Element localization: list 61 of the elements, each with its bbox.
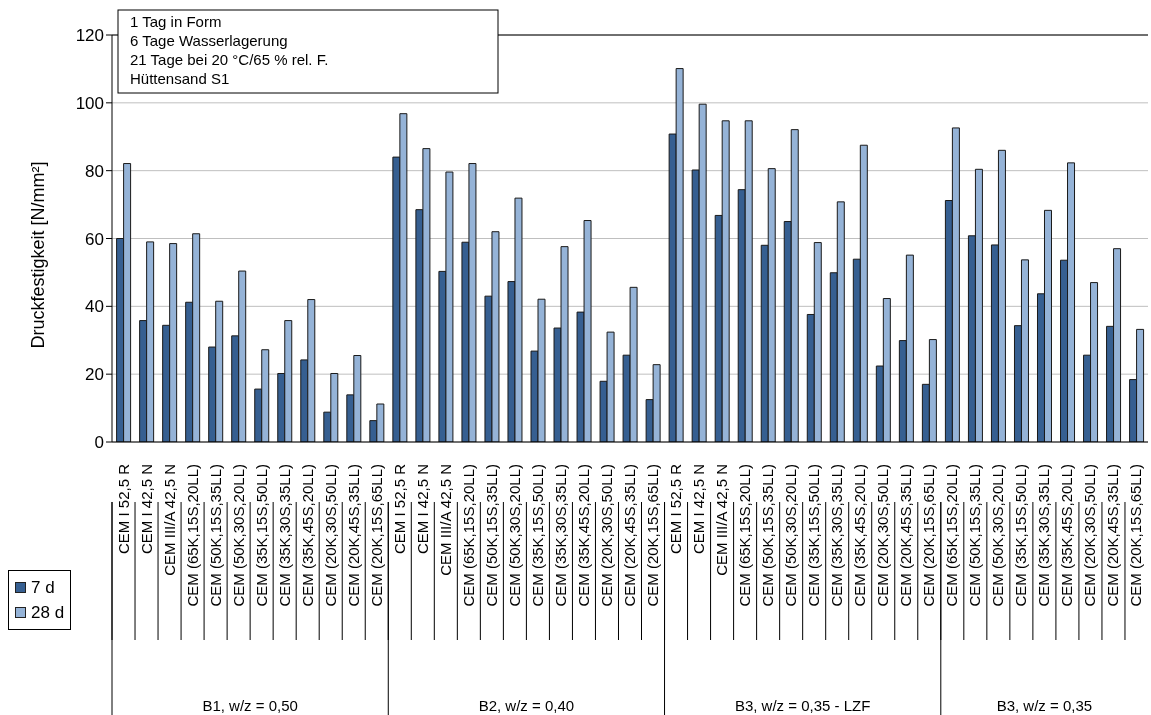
x-tick-label: CEM I 42,5 N — [137, 464, 155, 555]
x-tick-label: CEM I 52,5 R — [114, 463, 132, 555]
x-tick-label: CEM (35K,30S,35LL) — [828, 464, 846, 607]
y-tick-label: 40 — [85, 297, 104, 317]
x-tick-label: CEM I 42,5 N — [413, 464, 431, 555]
y-axis-title: Druckfestigkeit [N/mm²] — [28, 161, 49, 349]
x-tick-label: CEM I 52,5 R — [667, 463, 685, 555]
y-tick-label: 100 — [75, 93, 104, 113]
x-tick-label: CEM III/A 42,5 N — [713, 464, 731, 576]
x-tick-label: CEM (20K,45S,35LL) — [897, 464, 915, 607]
x-tick-label: CEM (20K,30S,50LL) — [321, 464, 339, 607]
y-tick-label: 20 — [85, 365, 104, 385]
text: B2, w/z = 0,40 — [478, 697, 575, 714]
x-tick-label: CEM (35K,45S,20LL) — [851, 464, 869, 607]
x-tick-label: CEM (35K,45S,20LL) — [574, 464, 592, 607]
x-tick-label: CEM (35K,30S,35LL) — [1035, 464, 1053, 607]
y-tick-label: 60 — [85, 229, 104, 249]
x-tick-label: CEM (20K,15S,65LL) — [920, 464, 938, 607]
x-tick-label: CEM (35K,15S,50LL) — [528, 464, 546, 607]
x-tick-label: CEM (20K,45S,35LL) — [621, 464, 638, 607]
x-tick-label: CEM (20K,30S,50LL) — [874, 464, 892, 607]
x-tick-label: CEM I 42,5 N — [690, 464, 708, 555]
legend-label: 28 d — [30, 602, 65, 624]
y-tick-label: 80 — [85, 161, 104, 181]
text: B1, w/z = 0,50 — [202, 697, 298, 714]
x-tick-label: CEM (50K,30S,20LL) — [505, 464, 523, 607]
x-tick-label: CEM (20K,30S,50LL) — [1081, 464, 1099, 607]
x-tick-label: CEM (20K,30S,50LL) — [597, 464, 615, 607]
x-tick-label: CEM (20K,15S,65LL) — [367, 464, 385, 607]
x-tick-label: CEM (65K,15S,20LL) — [459, 464, 477, 607]
x-tick-label: CEM (65K,15S,20LL) — [736, 464, 754, 607]
x-tick-label: CEM (35K,15S,50LL) — [805, 464, 823, 607]
x-tick-label: CEM (20K,45S,35LL) — [344, 464, 362, 607]
text: B3, w/z = 0,35 - LZF — [734, 697, 871, 714]
x-tick-label: CEM (20K,45S,35LL) — [1104, 464, 1122, 607]
x-tick-label: CEM (65K,15S,20LL) — [943, 464, 961, 607]
x-tick-label: CEM I 52,5 R — [390, 463, 408, 555]
x-tick-label: CEM (35K,30S,35LL) — [551, 464, 569, 607]
x-tick-label: CEM III/A 42,5 N — [436, 464, 454, 576]
x-tick-label: CEM III/A 42,5 N — [160, 464, 178, 576]
x-tick-label: CEM (20K,15S,65LL) — [1127, 464, 1145, 607]
x-tick-label: CEM (35K,45S,20LL) — [298, 464, 316, 607]
y-tick-label: 120 — [75, 26, 104, 46]
x-tick-label: CEM (35K,15S,50LL) — [1012, 464, 1030, 607]
x-tick-label: CEM (65K,15S,20LL) — [183, 464, 201, 607]
x-tick-label: CEM (50K,15S,35LL) — [966, 464, 984, 607]
text: B3, w/z = 0,35 — [996, 697, 1093, 714]
x-tick-label: CEM (50K,15S,35LL) — [482, 464, 500, 607]
x-tick-label: CEM (50K,15S,35LL) — [206, 464, 224, 607]
x-tick-label: CEM (50K,15S,35LL) — [759, 464, 777, 607]
x-tick-label: CEM (50K,30S,20LL) — [989, 464, 1007, 607]
x-tick-label: CEM (35K,45S,20LL) — [1058, 464, 1076, 607]
x-tick-label: CEM (35K,30S,35LL) — [275, 464, 293, 607]
x-tick-label: CEM (20K,15S,65LL) — [644, 464, 662, 607]
legend-label: 7 d — [30, 577, 56, 599]
note-box: 1 Tag in Form 6 Tage Wasserlagerung 21 Tage bei 20 °C/65 % rel. F. Hüttensand S1 — [117, 9, 499, 94]
x-tick-label: CEM (50K,30S,20LL) — [229, 464, 247, 607]
annotation: 1 Tag in Form 6 Tage Wasserlagerung 21 Tage bei 20 °C/65 % rel. F. Hüttensand S1 — [130, 13, 329, 87]
y-tick-label: 0 — [94, 433, 104, 453]
x-tick-label: CEM (35K,15S,50LL) — [252, 464, 270, 607]
x-tick-label: CEM (50K,30S,20LL) — [782, 464, 800, 607]
